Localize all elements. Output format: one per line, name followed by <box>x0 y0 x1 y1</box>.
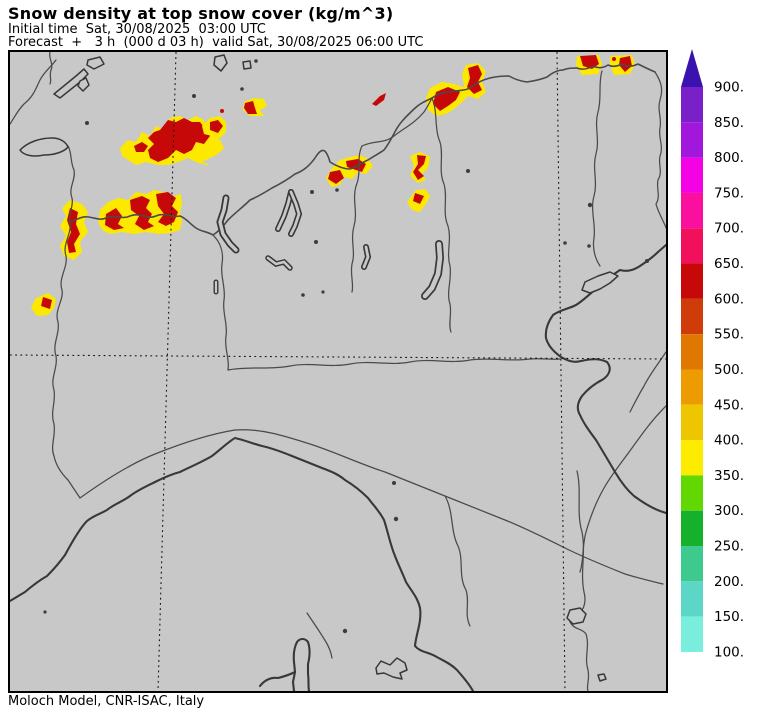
weather-map-page: Snow density at top snow cover (kg/m^3) … <box>0 0 760 713</box>
legend-tick-label: 300. <box>714 503 744 519</box>
legend-tick-label: 900. <box>714 80 744 96</box>
color-scale-legend: 900. 850. 800. 750. 700. 650. 600. 550. 500. 450.… <box>672 45 760 673</box>
legend-color-segment <box>681 511 703 546</box>
legend-color-segment <box>681 440 703 475</box>
snow-patch-layer <box>31 55 635 316</box>
legend-tick-label: 850. <box>714 115 744 131</box>
legend-tick-label: 350. <box>714 468 744 484</box>
legend-color-segment <box>681 87 703 122</box>
model-credit: Moloch Model, CNR-ISAC, Italy <box>8 694 204 709</box>
legend-color-segment <box>681 546 703 581</box>
map-graphic <box>10 52 666 691</box>
page-title: Snow density at top snow cover (kg/m^3) <box>8 4 393 23</box>
legend-color-segment <box>681 264 703 299</box>
legend-tick-label: 450. <box>714 397 744 413</box>
legend-color-segment <box>681 193 703 228</box>
legend-color-segment <box>681 158 703 193</box>
legend-tick-label: 700. <box>714 221 744 237</box>
legend-color-segment <box>681 405 703 440</box>
legend-color-segment <box>681 334 703 369</box>
legend-tick-label: 750. <box>714 185 744 201</box>
legend-tick-label: 800. <box>714 150 744 166</box>
legend-tick-label: 250. <box>714 539 744 555</box>
forecast-valid-line: Forecast + 3 h (000 d 03 h) valid Sat, 3… <box>8 35 423 50</box>
legend-tick-label: 500. <box>714 362 744 378</box>
legend-tick-label: 200. <box>714 574 744 590</box>
legend-tick-label: 650. <box>714 256 744 272</box>
coastline-layer <box>10 245 666 691</box>
legend-color-segment <box>681 122 703 157</box>
legend-tick-label: 600. <box>714 291 744 307</box>
legend-tick-label: 400. <box>714 433 744 449</box>
legend-arrow <box>681 49 703 87</box>
graticule-lines <box>10 52 666 691</box>
legend-tick-label: 100. <box>714 644 744 660</box>
legend-tick-label: 150. <box>714 609 744 625</box>
map-canvas <box>8 50 668 693</box>
legend-color-segment <box>681 581 703 616</box>
border-lines <box>10 52 666 691</box>
lake-layer <box>20 55 649 681</box>
legend-color-segment <box>681 369 703 404</box>
legend-color-segment <box>681 617 703 652</box>
legend-color-segment <box>681 228 703 263</box>
legend-color-segment <box>681 475 703 510</box>
legend-color-segment <box>681 299 703 334</box>
legend-tick-label: 550. <box>714 327 744 343</box>
